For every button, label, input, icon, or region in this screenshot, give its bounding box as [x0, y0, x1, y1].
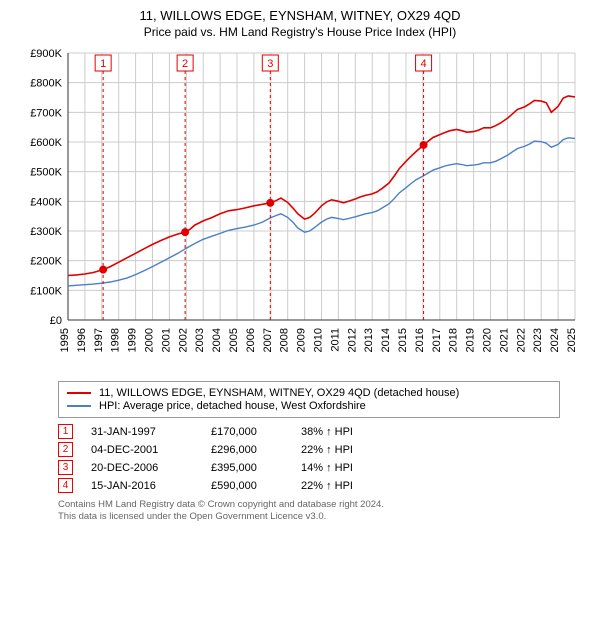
svg-text:2025: 2025	[566, 328, 578, 352]
legend-swatch	[67, 392, 91, 394]
svg-text:2014: 2014	[380, 328, 392, 352]
svg-text:4: 4	[421, 58, 427, 70]
event-marker-number: 2	[58, 442, 73, 457]
svg-text:2011: 2011	[329, 328, 341, 352]
svg-text:2008: 2008	[279, 328, 291, 352]
event-marker-number: 4	[58, 478, 73, 493]
sale-event-row: 3 20-DEC-2006£395,00014% ↑ HPI	[58, 460, 560, 475]
event-delta: 22% ↑ HPI	[301, 444, 391, 456]
event-date: 20-DEC-2006	[91, 462, 211, 474]
svg-text:2006: 2006	[245, 328, 257, 352]
svg-text:2022: 2022	[515, 328, 527, 352]
svg-text:2: 2	[182, 58, 188, 70]
svg-text:2019: 2019	[465, 328, 477, 352]
sale-event-row: 4 15-JAN-2016£590,00022% ↑ HPI	[58, 478, 560, 493]
legend-item: 11, WILLOWS EDGE, EYNSHAM, WITNEY, OX29 …	[67, 387, 551, 399]
svg-text:2021: 2021	[498, 328, 510, 352]
svg-text:2010: 2010	[313, 328, 325, 352]
sale-event-row: 2 04-DEC-2001£296,00022% ↑ HPI	[58, 442, 560, 457]
svg-text:2024: 2024	[549, 328, 561, 352]
svg-text:1997: 1997	[93, 328, 105, 352]
svg-text:£200K: £200K	[30, 256, 62, 268]
svg-text:2020: 2020	[482, 328, 494, 352]
event-marker-number: 3	[58, 460, 73, 475]
svg-text:2002: 2002	[177, 328, 189, 352]
svg-text:£900K: £900K	[30, 48, 62, 60]
svg-text:2023: 2023	[532, 328, 544, 352]
attribution-footer: Contains HM Land Registry data © Crown c…	[58, 499, 560, 524]
sale-event-row: 1 31-JAN-1997£170,00038% ↑ HPI	[58, 424, 560, 439]
event-price: £296,000	[211, 444, 301, 456]
event-marker-number: 1	[58, 424, 73, 439]
event-date: 15-JAN-2016	[91, 480, 211, 492]
chart-title: 11, WILLOWS EDGE, EYNSHAM, WITNEY, OX29 …	[10, 8, 590, 23]
legend: 11, WILLOWS EDGE, EYNSHAM, WITNEY, OX29 …	[58, 381, 560, 418]
svg-text:£0: £0	[50, 315, 62, 327]
price-chart: £0 £100K £200K £300K £400K £500K £600K £700K £80…	[20, 45, 580, 375]
event-delta: 22% ↑ HPI	[301, 480, 391, 492]
svg-text:1996: 1996	[76, 328, 88, 352]
svg-text:2001: 2001	[160, 328, 172, 352]
svg-text:2000: 2000	[144, 328, 156, 352]
event-delta: 38% ↑ HPI	[301, 426, 391, 438]
svg-text:2013: 2013	[363, 328, 375, 352]
footer-line-1: Contains HM Land Registry data © Crown c…	[58, 499, 560, 511]
event-date: 31-JAN-1997	[91, 426, 211, 438]
svg-text:£800K: £800K	[30, 78, 62, 90]
event-date: 04-DEC-2001	[91, 444, 211, 456]
svg-text:2015: 2015	[397, 328, 409, 352]
svg-text:£600K: £600K	[30, 137, 62, 149]
svg-text:£500K: £500K	[30, 167, 62, 179]
event-delta: 14% ↑ HPI	[301, 462, 391, 474]
event-price: £395,000	[211, 462, 301, 474]
svg-text:1: 1	[100, 58, 106, 70]
legend-label: HPI: Average price, detached house, West…	[99, 400, 366, 412]
svg-text:2016: 2016	[414, 328, 426, 352]
svg-text:1999: 1999	[127, 328, 139, 352]
chart-subtitle: Price paid vs. HM Land Registry's House …	[10, 25, 590, 39]
event-price: £170,000	[211, 426, 301, 438]
svg-text:2017: 2017	[431, 328, 443, 352]
svg-text:£100K: £100K	[30, 285, 62, 297]
svg-text:1998: 1998	[110, 328, 122, 352]
svg-text:2009: 2009	[296, 328, 308, 352]
legend-item: HPI: Average price, detached house, West…	[67, 400, 551, 412]
footer-line-2: This data is licensed under the Open Gov…	[58, 511, 560, 523]
svg-text:2003: 2003	[194, 328, 206, 352]
legend-label: 11, WILLOWS EDGE, EYNSHAM, WITNEY, OX29 …	[99, 387, 459, 399]
svg-text:2007: 2007	[262, 328, 274, 352]
chart-svg: £0 £100K £200K £300K £400K £500K £600K £700K £80…	[20, 45, 580, 375]
svg-text:2018: 2018	[448, 328, 460, 352]
svg-text:£400K: £400K	[30, 196, 62, 208]
svg-text:2005: 2005	[228, 328, 240, 352]
svg-text:£700K: £700K	[30, 107, 62, 119]
svg-text:1995: 1995	[59, 328, 71, 352]
svg-text:2004: 2004	[211, 328, 223, 352]
svg-text:3: 3	[267, 58, 273, 70]
sale-events-table: 1 31-JAN-1997£170,00038% ↑ HPI 2 04-DEC-200…	[58, 424, 560, 493]
svg-text:£300K: £300K	[30, 226, 62, 238]
event-price: £590,000	[211, 480, 301, 492]
legend-swatch	[67, 405, 91, 407]
svg-text:2012: 2012	[346, 328, 358, 352]
